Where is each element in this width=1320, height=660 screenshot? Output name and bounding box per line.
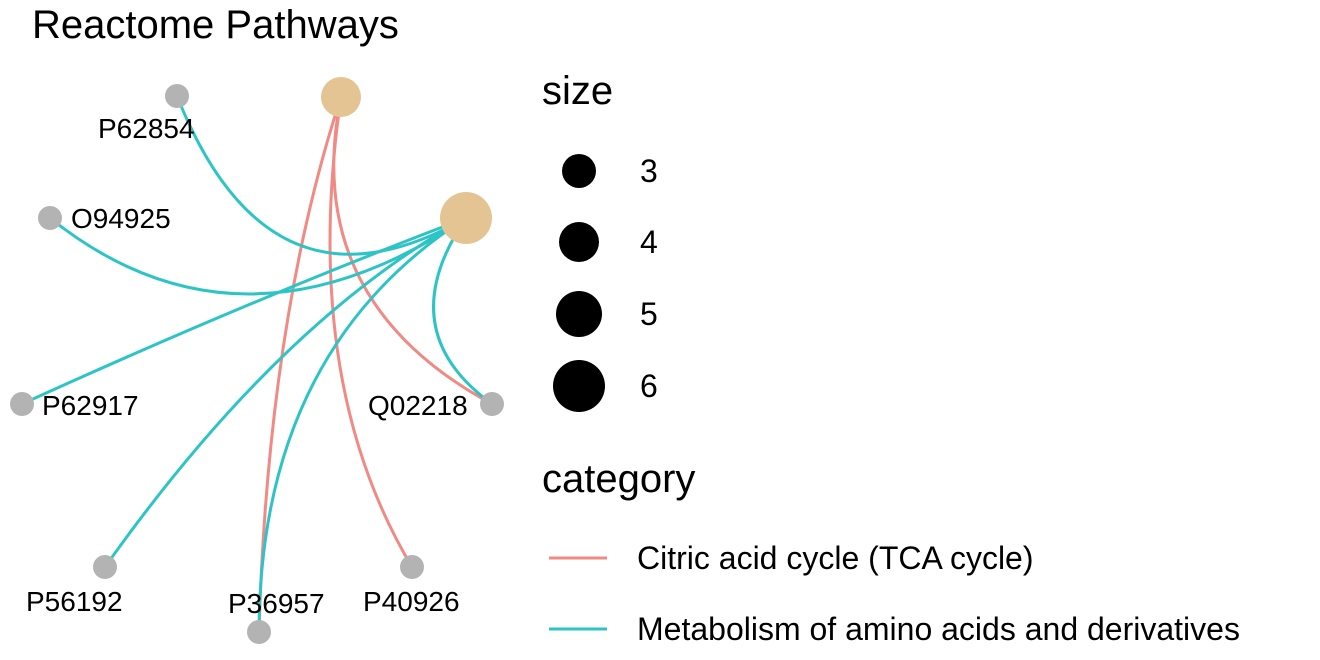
legend-category-label-amino: Metabolism of amino acids and derivative… bbox=[637, 611, 1240, 647]
gene-node-P40926 bbox=[400, 555, 424, 579]
edge-tca-P40926 bbox=[330, 97, 412, 567]
legend-size-dot-5 bbox=[556, 291, 602, 337]
legend-category-label-tca: Citric acid cycle (TCA cycle) bbox=[637, 540, 1034, 576]
gene-label-P62917: P62917 bbox=[42, 390, 139, 421]
legend-size-items: 3 4 5 6 bbox=[553, 153, 658, 412]
gene-label-P62854: P62854 bbox=[98, 113, 195, 144]
gene-label-O94925: O94925 bbox=[71, 203, 171, 234]
nodes bbox=[10, 77, 504, 644]
legend-size-label-5: 5 bbox=[640, 296, 658, 332]
legend-size-title: size bbox=[542, 69, 613, 113]
gene-node-P62917 bbox=[10, 392, 34, 416]
edge-amino-Q02218 bbox=[434, 218, 492, 404]
gene-node-Q02218 bbox=[480, 392, 504, 416]
legend-size-dot-4 bbox=[559, 222, 599, 262]
gene-label-Q02218: Q02218 bbox=[368, 390, 468, 421]
edge-tca-P36957 bbox=[259, 97, 341, 632]
legend-category-title: category bbox=[542, 457, 695, 501]
legend-size-dot-6 bbox=[553, 360, 605, 412]
legend-size-label-4: 4 bbox=[640, 224, 658, 260]
gene-node-P36957 bbox=[247, 620, 271, 644]
pathway-node-tca bbox=[321, 77, 361, 117]
legend-category-items: Citric acid cycle (TCA cycle) Metabolism … bbox=[549, 540, 1240, 647]
legend-size-label-6: 6 bbox=[640, 368, 658, 404]
plot-title: Reactome Pathways bbox=[32, 3, 399, 47]
gene-node-P62854 bbox=[165, 84, 189, 108]
edge-amino-P36957 bbox=[259, 218, 466, 632]
edge-amino-P62854 bbox=[177, 96, 466, 254]
pathway-node-amino bbox=[440, 192, 492, 244]
gene-label-P40926: P40926 bbox=[363, 586, 460, 617]
edges bbox=[22, 96, 492, 632]
gene-label-P36957: P36957 bbox=[228, 588, 325, 619]
legend: size 3 4 5 6 category Citric acid cycle (TC… bbox=[542, 69, 1240, 647]
gene-node-O94925 bbox=[38, 206, 62, 230]
node-labels: P62854 O94925 P62917 Q02218 P56192 P36957 P409… bbox=[26, 113, 468, 619]
gene-node-P56192 bbox=[93, 555, 117, 579]
legend-size-dot-3 bbox=[562, 154, 596, 188]
gene-label-P56192: P56192 bbox=[26, 586, 123, 617]
legend-size-label-3: 3 bbox=[640, 153, 658, 189]
